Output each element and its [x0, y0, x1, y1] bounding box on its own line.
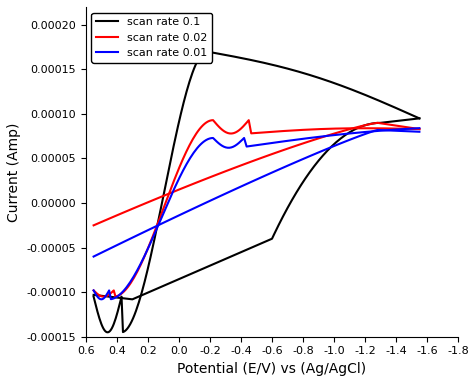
- Y-axis label: Current (Amp): Current (Amp): [7, 122, 21, 221]
- Legend: scan rate 0.1, scan rate 0.02, scan rate 0.01: scan rate 0.1, scan rate 0.02, scan rate…: [91, 13, 212, 62]
- X-axis label: Potential (E/V) vs (Ag/AgCl): Potential (E/V) vs (Ag/AgCl): [178, 362, 367, 376]
